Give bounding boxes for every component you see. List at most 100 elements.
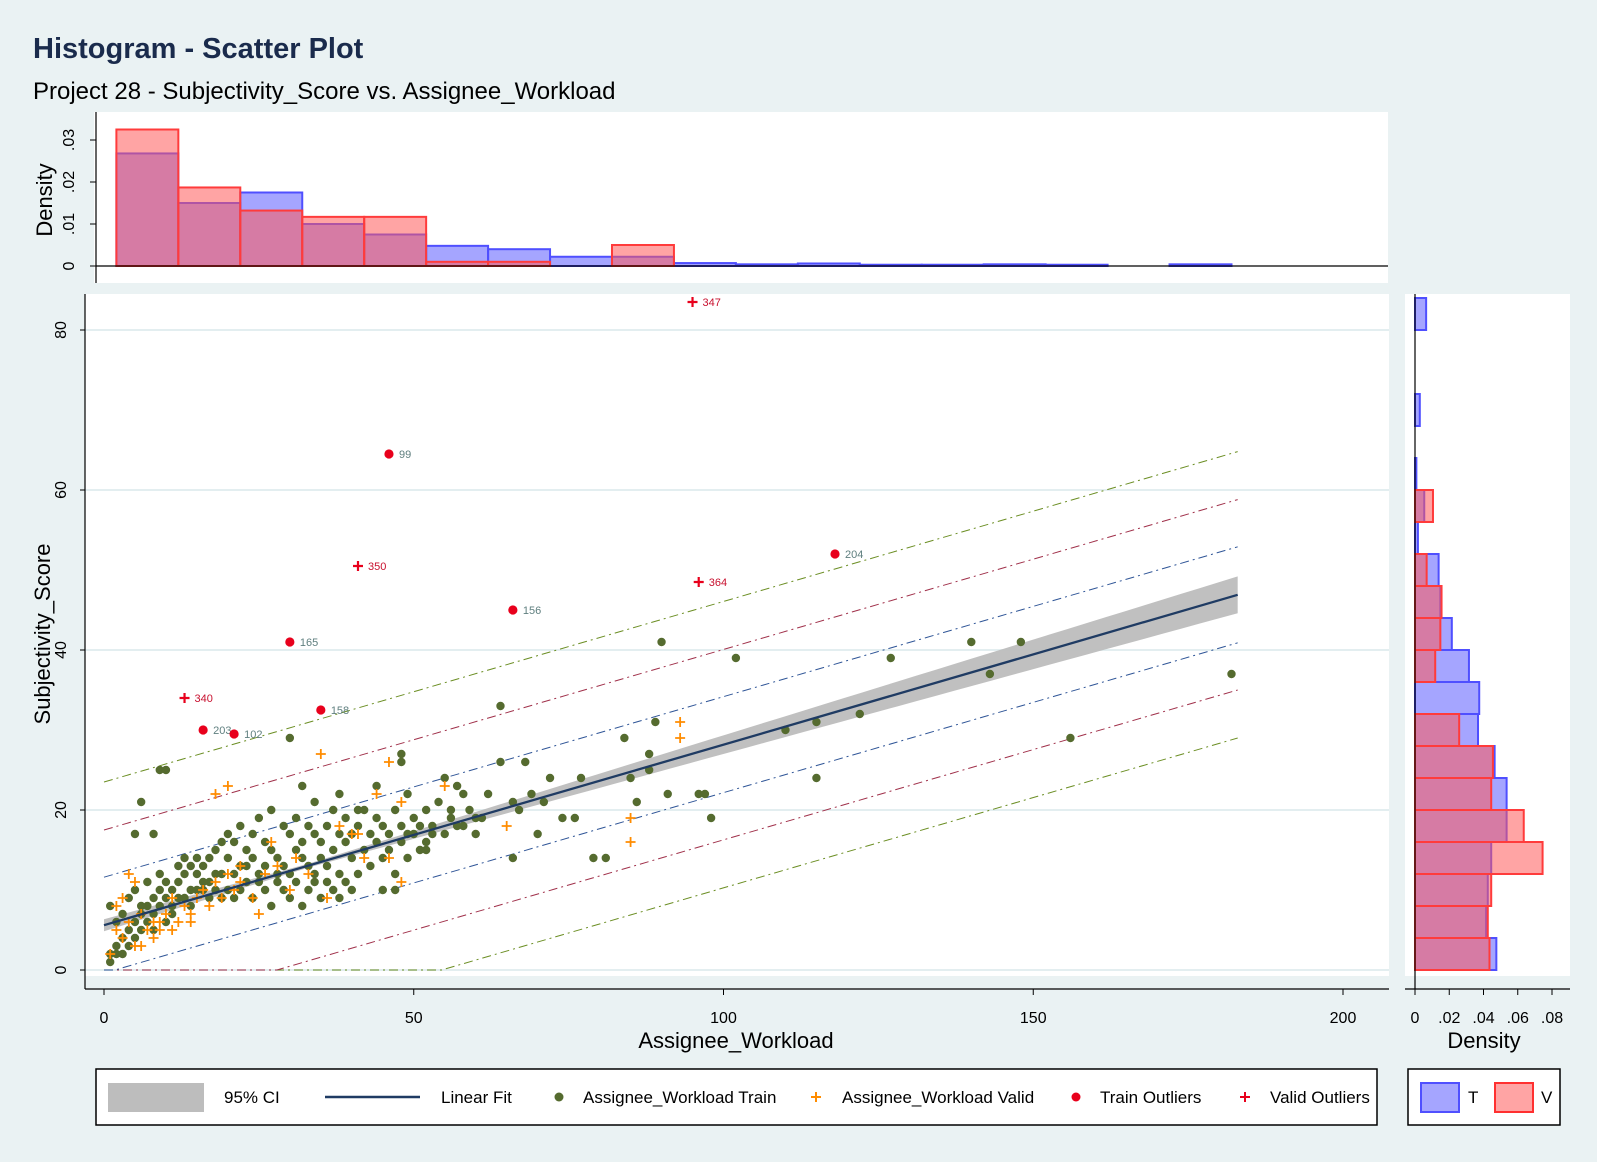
outlier-label: 158 [331,705,349,717]
train-point [291,877,301,887]
train-point [217,837,226,847]
train-point [279,885,288,895]
right-histogram-bar-v [1414,905,1489,939]
legend-v-label: V [1541,1088,1553,1107]
right-histogram: 0 .02 .04 .06 .08 [1405,294,1570,1027]
train-point [378,885,387,895]
train-outlier-point [285,637,295,647]
train-point [161,877,171,887]
valid-outlier-point [179,693,190,703]
outlier-label: 203 [213,725,231,737]
valid-point [148,917,159,927]
train-point [229,837,239,847]
valid-outlier-point [693,577,704,587]
train-point [347,885,356,895]
train-point [192,853,202,863]
top-histogram-tick-label: .01 [61,213,78,235]
train-point [273,853,282,863]
train-point [149,925,158,935]
valid-point [185,917,196,927]
right-histogram-bar-v [1414,713,1461,747]
train-point [254,869,264,879]
train-point [143,901,152,911]
train-point [329,805,338,815]
right-histogram-bar-v [1414,873,1493,907]
train-point [291,845,301,855]
right-histogram-tick-label: 0 [1411,1010,1420,1027]
train-point [397,821,406,831]
outlier-label: 99 [399,449,411,461]
top-histogram-tick-label: .03 [61,129,78,151]
scatter-plot: 0 20 40 60 80 0 50 100 150 200 347 99 204 350 364 156 16… [53,294,1389,1027]
train-point [347,853,356,863]
x-tick-label: 150 [1020,1010,1047,1027]
x-tick-label: 50 [405,1010,423,1027]
train-point [341,877,350,887]
train-point [254,813,264,823]
train-point [155,885,164,895]
train-point [459,821,468,831]
train-point [174,861,183,871]
valid-point [117,933,128,943]
train-point [812,717,821,727]
x-tick-label: 100 [710,1010,737,1027]
train-point [310,797,319,807]
valid-point [173,917,184,927]
train-point [298,901,307,911]
top-histogram: 0 .01 .02 .03 [61,112,1388,283]
train-point [1016,637,1026,647]
train-point [322,821,332,831]
train-point [304,885,313,895]
valid-point [210,877,221,887]
valid-point [154,925,165,935]
train-point [143,877,152,887]
train-point [341,813,350,823]
train-point [248,829,257,839]
train-point [496,757,505,767]
train-point [421,837,431,847]
outlier-label: 340 [195,693,213,705]
valid-point [198,885,209,895]
train-point [335,869,344,879]
outlier-label: 204 [845,549,863,561]
train-point [167,885,177,895]
train-point [112,949,121,959]
train-point [459,789,468,799]
train-point [731,653,741,663]
right-histogram-bar-t [1414,393,1421,427]
y-axis-label: Subjectivity_Score [30,544,55,725]
train-point [335,789,344,799]
top-histogram-bar-v [363,215,428,267]
train-outlier-point [830,549,840,559]
legend-box [95,1068,1378,1126]
train-point [130,829,140,839]
train-point [167,909,177,919]
right-histogram-bar-v [1414,617,1442,651]
train-point [236,821,245,831]
outlier-label: 350 [368,561,386,573]
train-point [353,805,363,815]
top-histogram-bar-v [487,260,552,267]
train-point [248,853,257,863]
train-point [452,781,462,791]
train-point [260,861,270,871]
train-point [390,885,400,895]
top-histogram-bar-v [115,128,180,267]
outlier-label: 156 [523,605,541,617]
train-point [985,669,995,679]
train-point [310,869,319,879]
chart-subtitle: Project 28 - Subjectivity_Score vs. Assi… [33,78,616,105]
train-point [558,813,567,823]
train-point [397,749,406,759]
train-point [136,925,146,935]
train-point [465,805,474,815]
train-point [366,829,375,839]
valid-point [210,789,221,799]
right-histogram-bar-t [1414,297,1428,331]
train-point [527,789,536,799]
legend-train-label: Assignee_Workload Train [583,1088,776,1107]
outlier-label: 102 [244,729,262,741]
right-histogram-tick-label: .08 [1541,1010,1563,1027]
train-point [273,877,282,887]
